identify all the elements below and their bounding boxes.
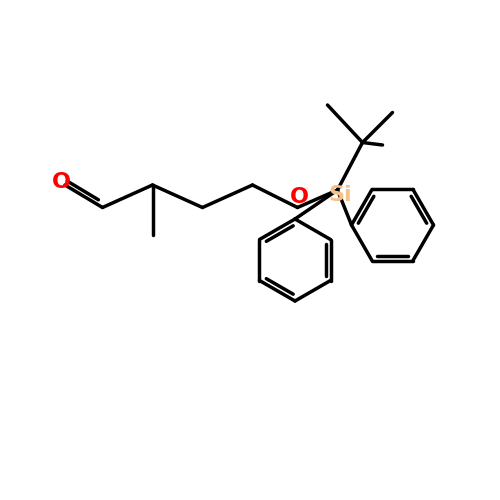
Text: O: O: [290, 186, 308, 206]
Text: O: O: [52, 172, 70, 193]
Text: Si: Si: [328, 185, 352, 205]
